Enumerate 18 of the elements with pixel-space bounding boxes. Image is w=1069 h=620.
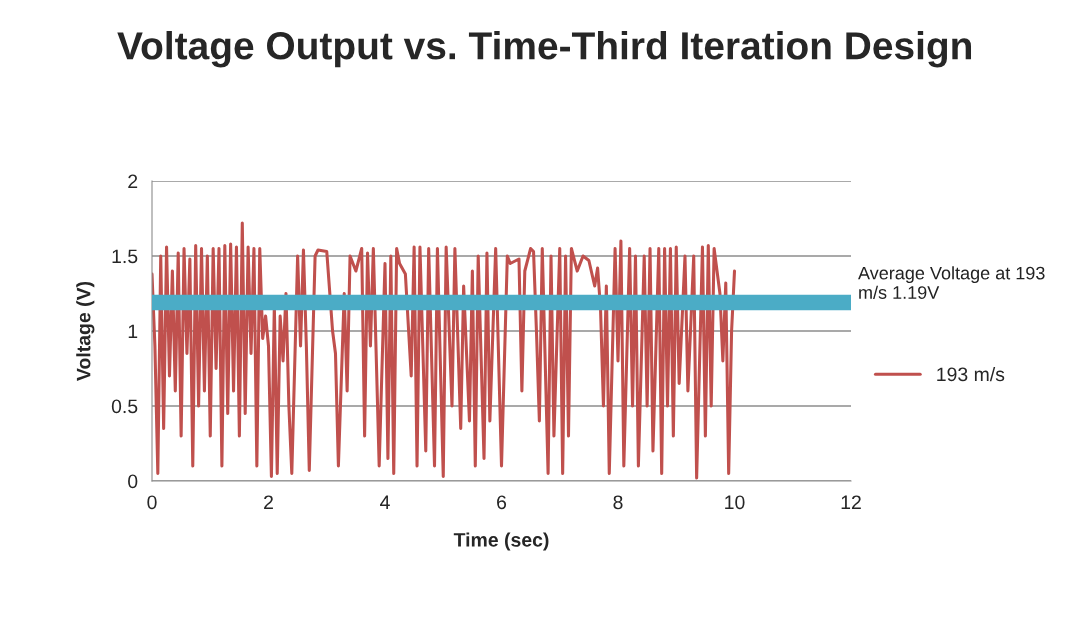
x-tick-label: 10 bbox=[725, 495, 745, 510]
x-tick-label: 0 bbox=[147, 495, 157, 510]
x-tick-label: 4 bbox=[380, 495, 390, 509]
line-series bbox=[152, 221, 737, 480]
x-tick-label: 8 bbox=[613, 495, 623, 510]
x-tick-label: 2 bbox=[264, 495, 273, 509]
ref-line-label: Average Voltage at 193 m/s 1.19V bbox=[858, 266, 1045, 299]
y-axis-title: Voltage (V) bbox=[76, 281, 95, 381]
y-tick-label: 1 bbox=[128, 324, 138, 339]
x-tick-label: 12 bbox=[841, 495, 861, 509]
y-tick-label: 0.5 bbox=[111, 399, 138, 414]
x-axis-title: Time (sec) bbox=[453, 532, 549, 551]
y-tick-label: 1.5 bbox=[112, 249, 138, 264]
y-tick-label: 2 bbox=[128, 174, 138, 189]
x-tick-label: 6 bbox=[497, 495, 507, 510]
chart-title: Voltage Output vs. Time-Third Iteration Design bbox=[117, 31, 972, 68]
y-tick-label: 0 bbox=[128, 474, 138, 489]
legend-label: 193 m/s bbox=[937, 366, 1005, 382]
